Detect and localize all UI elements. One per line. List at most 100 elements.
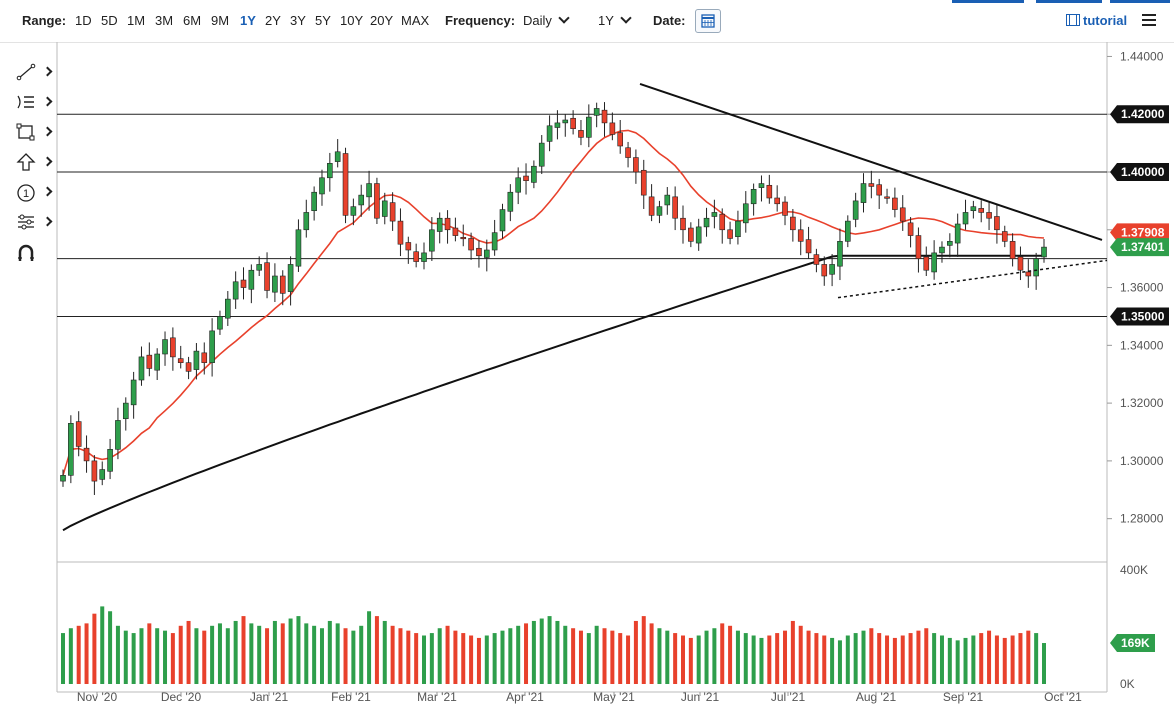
candle-body xyxy=(844,220,851,242)
range-2y-button[interactable]: 2Y xyxy=(265,13,281,28)
candle-body xyxy=(664,194,671,206)
volume-bar xyxy=(265,628,270,684)
volume-bar xyxy=(249,623,254,684)
candle-body xyxy=(994,216,1000,231)
volume-bar xyxy=(853,633,858,684)
volume-bar xyxy=(241,616,246,684)
candle-body xyxy=(695,226,702,244)
chart-area[interactable]: 1.440001.420001.400001.380001.360001.340… xyxy=(0,42,1174,711)
rectangle-tool-button[interactable] xyxy=(10,121,53,143)
candle-body xyxy=(264,262,270,291)
volume-tick-label: 400K xyxy=(1120,563,1148,577)
magnet-tool-button[interactable] xyxy=(10,241,50,263)
range-5d-button[interactable]: 5D xyxy=(101,13,118,28)
volume-bar xyxy=(445,625,450,684)
candle-body xyxy=(1041,246,1047,258)
candle-body xyxy=(225,298,231,319)
tutorial-link[interactable]: tutorial xyxy=(1066,13,1127,28)
volume-bar xyxy=(610,630,615,684)
candle-body xyxy=(154,353,160,371)
candle-body xyxy=(476,247,482,257)
arrow-tool-button[interactable] xyxy=(10,151,53,173)
calendar-button[interactable] xyxy=(695,9,721,33)
range-6m-button[interactable]: 6M xyxy=(183,13,202,28)
magnet-icon xyxy=(18,244,34,261)
candle-body xyxy=(538,142,545,167)
range-1d-button[interactable]: 1D xyxy=(75,13,92,28)
volume-bar xyxy=(516,625,521,684)
candle-body xyxy=(405,242,412,251)
volume-bar xyxy=(790,620,795,684)
range-1m-button[interactable]: 1M xyxy=(127,13,146,28)
candle-body xyxy=(813,254,820,265)
candle-body xyxy=(821,264,828,277)
volume-bar xyxy=(115,625,120,684)
candle-body xyxy=(303,212,310,231)
number-tool-button[interactable]: 1 xyxy=(10,181,53,203)
period-select[interactable]: 1Y xyxy=(598,12,632,30)
volume-bar xyxy=(987,630,992,684)
top-accent-strip xyxy=(1036,0,1102,3)
time-tick-label: Apr '21 xyxy=(506,690,544,704)
volume-bar xyxy=(947,637,952,684)
range-3m-button[interactable]: 3M xyxy=(155,13,174,28)
candle-body xyxy=(554,122,561,128)
last-price-tag: 1.37401 xyxy=(1121,240,1165,254)
volume-bar xyxy=(649,623,654,684)
line-tool-button[interactable] xyxy=(10,61,53,83)
candle-body xyxy=(389,202,396,222)
candle-body xyxy=(1033,258,1039,277)
volume-bar xyxy=(885,635,890,684)
volume-bar xyxy=(217,623,222,684)
volume-bar xyxy=(280,623,285,684)
candle-body xyxy=(75,421,82,447)
volume-bar xyxy=(139,628,144,684)
volume-bar xyxy=(296,616,301,684)
price-tick-label: 1.36000 xyxy=(1120,281,1164,295)
volume-bar xyxy=(571,628,576,684)
candle-body xyxy=(931,252,937,273)
list-tool-button[interactable] xyxy=(10,91,53,113)
candle-body xyxy=(99,469,106,480)
candle-body xyxy=(986,212,992,219)
candle-body xyxy=(185,362,192,372)
range-9m-button[interactable]: 9M xyxy=(211,13,230,28)
candle-body xyxy=(782,201,788,216)
volume-bar xyxy=(563,625,568,684)
range-3y-button[interactable]: 3Y xyxy=(290,13,306,28)
volume-bar xyxy=(979,633,984,684)
candle-body xyxy=(923,256,930,271)
volume-bar xyxy=(225,628,230,684)
range-5y-button[interactable]: 5Y xyxy=(315,13,331,28)
volume-bar xyxy=(594,625,599,684)
volume-bar xyxy=(155,628,160,684)
range-1y-button[interactable]: 1Y xyxy=(240,13,256,28)
candle-body xyxy=(970,206,977,212)
candle-body xyxy=(60,475,66,482)
candle-body xyxy=(688,227,694,242)
volume-bar xyxy=(453,630,458,684)
candle-body xyxy=(868,183,875,187)
candle-body xyxy=(319,177,325,195)
price-tick-label: 1.32000 xyxy=(1120,396,1164,410)
volume-bar xyxy=(657,628,662,684)
range-max-button[interactable]: MAX xyxy=(401,13,430,28)
volume-bar xyxy=(429,633,434,684)
range-20y-button[interactable]: 20Y xyxy=(370,13,394,28)
volume-bar xyxy=(170,633,175,684)
frequency-select[interactable]: Daily xyxy=(523,12,570,30)
range-10y-button[interactable]: 10Y xyxy=(340,13,364,28)
candle-body xyxy=(499,209,506,232)
volume-bar xyxy=(1026,630,1031,684)
volume-bar xyxy=(233,620,238,684)
volume-bar xyxy=(422,635,427,684)
settings-tool-button[interactable] xyxy=(10,211,53,233)
candle-body xyxy=(515,177,521,193)
price-chart[interactable]: 1.440001.420001.400001.380001.360001.340… xyxy=(0,42,1174,706)
hamburger-menu-icon[interactable] xyxy=(1142,14,1156,26)
volume-bar xyxy=(775,633,780,684)
candle-body xyxy=(491,232,498,251)
time-tick-label: May '21 xyxy=(593,690,635,704)
line-tool-icon xyxy=(16,63,36,81)
volume-bar xyxy=(1034,633,1039,684)
